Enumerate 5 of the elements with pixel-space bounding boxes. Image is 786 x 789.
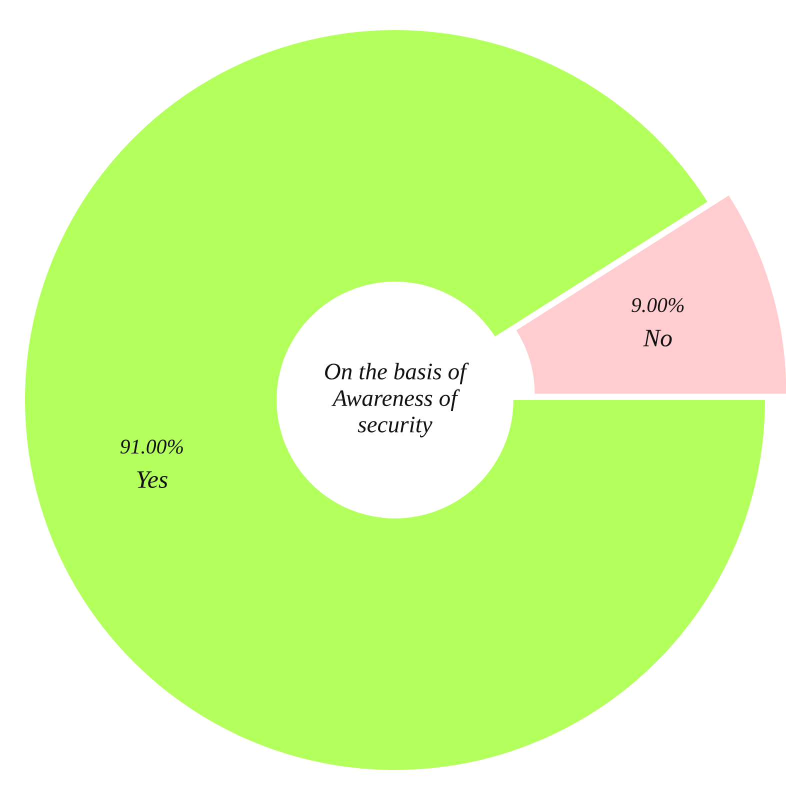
slice-label: Yes xyxy=(137,471,168,488)
slice-label: No xyxy=(643,330,672,347)
data-label: 91.00% xyxy=(120,440,183,454)
data-label: 9.00% xyxy=(632,298,684,312)
text: On the basis of Awareness of security xyxy=(325,362,469,438)
